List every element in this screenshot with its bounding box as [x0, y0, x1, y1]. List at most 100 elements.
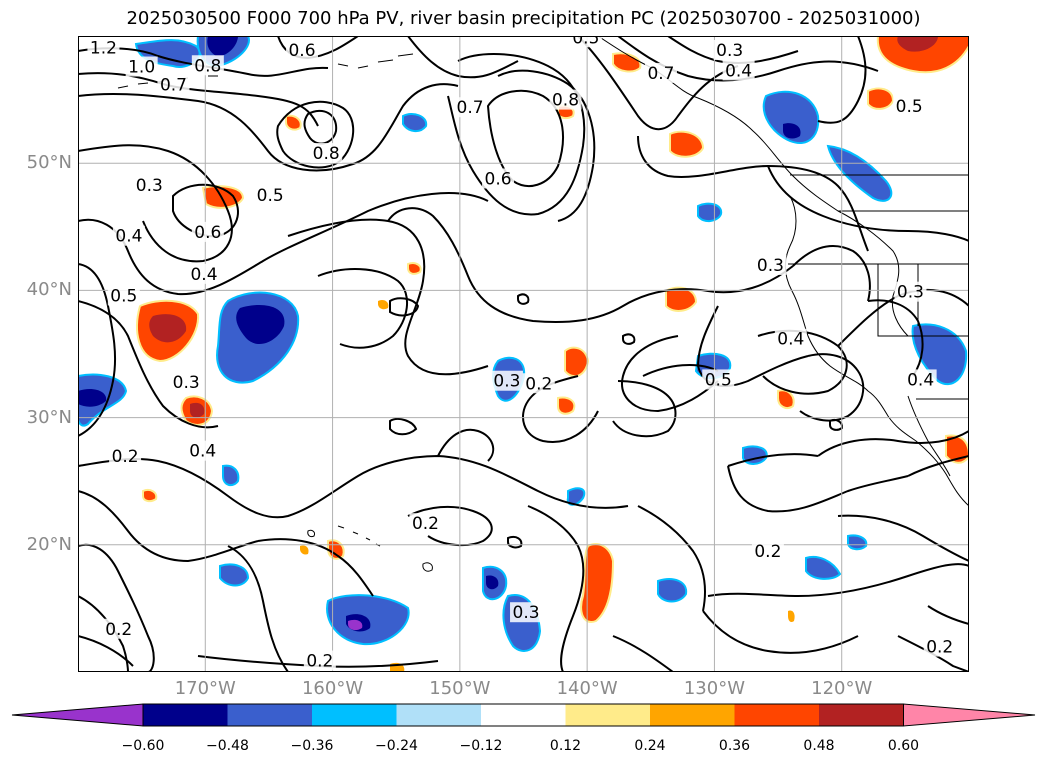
colorbar-extend-high: [903, 703, 1036, 727]
pv-contour: [727, 453, 819, 467]
pos-blob: [285, 114, 302, 131]
contour-label-bg: [713, 39, 746, 60]
colorbar-segment: [650, 704, 735, 726]
pv-contour: [78, 83, 459, 172]
contour-label: 0.5: [572, 36, 599, 48]
contour-label-bg: [454, 97, 487, 118]
contour-label: 0.8: [313, 144, 340, 164]
colorbar-segment: [227, 704, 312, 726]
contour-label-bg: [751, 541, 784, 562]
contour-label: 0.3: [757, 256, 784, 276]
pv-contour: [799, 353, 865, 422]
contour-label-bg: [112, 225, 145, 246]
contour-label: 0.4: [777, 330, 804, 350]
border-state: [877, 264, 969, 337]
pv-contour-small: [622, 333, 636, 345]
pv-contour: [78, 263, 117, 437]
island-chain: [337, 525, 381, 547]
colorbar-tick-label: 0.60: [887, 738, 920, 754]
pv-contour: [612, 635, 674, 672]
contour-label: 0.2: [306, 652, 333, 672]
colorbar-outline: [142, 703, 904, 727]
pv-contour: [78, 543, 155, 672]
pv-contour: [78, 635, 134, 667]
contour-label-bg: [754, 254, 787, 275]
contour-label: 0.2: [926, 638, 953, 658]
contour-label-layer: 1.21.00.70.80.60.80.70.60.80.50.30.40.50…: [87, 36, 956, 672]
pv-contour: [927, 605, 969, 625]
contour-label: 0.2: [754, 542, 781, 562]
contour-label: 1.2: [90, 38, 117, 58]
contour-label-bg: [133, 174, 166, 195]
map-canvas[interactable]: 1.21.00.70.80.60.80.70.60.80.50.30.40.50…: [78, 36, 969, 672]
pv-contour: [642, 364, 719, 377]
latitude-label: 30°N: [26, 406, 72, 428]
pv-contour: [78, 144, 233, 263]
gridline-layer: [78, 36, 969, 672]
colorbar-tick-label: 0.12: [549, 738, 582, 754]
contour-label: 0.3: [716, 41, 743, 61]
contour-label: 0.3: [513, 603, 540, 623]
contour-label-bg: [191, 55, 224, 76]
pv-contour: [437, 428, 495, 462]
pv-contour: [527, 505, 585, 672]
contour-label: 0.4: [190, 265, 217, 285]
contour-label: 0.2: [525, 374, 552, 394]
contour-label-bg: [893, 95, 926, 116]
longitude-label: 140°W: [556, 678, 618, 699]
contour-label-bg: [482, 168, 515, 189]
contour-label: 0.7: [647, 64, 674, 84]
contour-label: 0.6: [194, 223, 221, 243]
contour-label-bg: [186, 440, 219, 461]
pv-contour: [497, 69, 596, 222]
island-hawaii: [422, 562, 433, 572]
colorbar-tick-label: −0.12: [459, 738, 503, 754]
pv-contour: [78, 595, 129, 672]
contour-label-bg: [490, 370, 523, 391]
contour-label: 0.2: [105, 620, 132, 640]
colorbar-segment: [312, 704, 397, 726]
latitude-label: 20°N: [26, 533, 72, 555]
pv-contour: [837, 514, 969, 562]
contour-label: 0.4: [189, 442, 216, 462]
colorbar-tick-label: 0.36: [718, 738, 751, 754]
contour-label: 0.6: [485, 169, 512, 189]
contour-label-bg: [549, 89, 582, 110]
contour-label-bg: [286, 39, 319, 60]
map-title: 2025030500 F000 700 hPa PV, river basin …: [126, 8, 921, 29]
neg-blob: [697, 202, 723, 222]
pos-core: [190, 402, 205, 418]
longitude-label: 150°W: [429, 678, 491, 699]
colorbar-tick-label: −0.60: [121, 738, 165, 754]
pv-contour: [317, 268, 409, 349]
pv-contour: [172, 183, 239, 238]
contour-label: 0.4: [907, 370, 934, 390]
contour-label-bg: [254, 185, 287, 205]
neg-blob: [657, 578, 688, 603]
pos-blob: [557, 396, 576, 415]
pos-edge: [788, 610, 795, 623]
map-frame: 1.2 1.0 0.7 0.8 0.6 0.8 0.7 0.6 0.8 0.5 0.3 0.4 0.5 0…: [78, 36, 969, 672]
contour-label: 0.2: [112, 447, 139, 467]
pv-contour-small: [389, 418, 418, 436]
pv-contour-small: [517, 293, 530, 305]
longitude-label: 160°W: [301, 678, 364, 699]
contour-label: 0.2: [412, 514, 439, 534]
neg-blob: [402, 113, 428, 132]
pv-contour: [447, 53, 586, 216]
colorbar-segment: [819, 704, 904, 726]
neg-core: [236, 305, 285, 345]
contour-label-bg: [303, 650, 336, 671]
contour-label-bg: [107, 285, 140, 306]
contour-label: 0.3: [897, 283, 924, 303]
colorbar-segment: [396, 704, 481, 726]
colorbar-tick-label: −0.36: [290, 738, 334, 754]
contour-label-bg: [522, 373, 555, 394]
pv-contour: [227, 545, 289, 672]
contour-label: 0.7: [160, 75, 187, 95]
pv-contour: [257, 538, 374, 597]
pv-contour-layer: [78, 36, 969, 672]
contour-label: 0.6: [288, 41, 315, 61]
pv-contour: [577, 36, 739, 131]
colorbar-tick-label: −0.48: [206, 738, 249, 754]
